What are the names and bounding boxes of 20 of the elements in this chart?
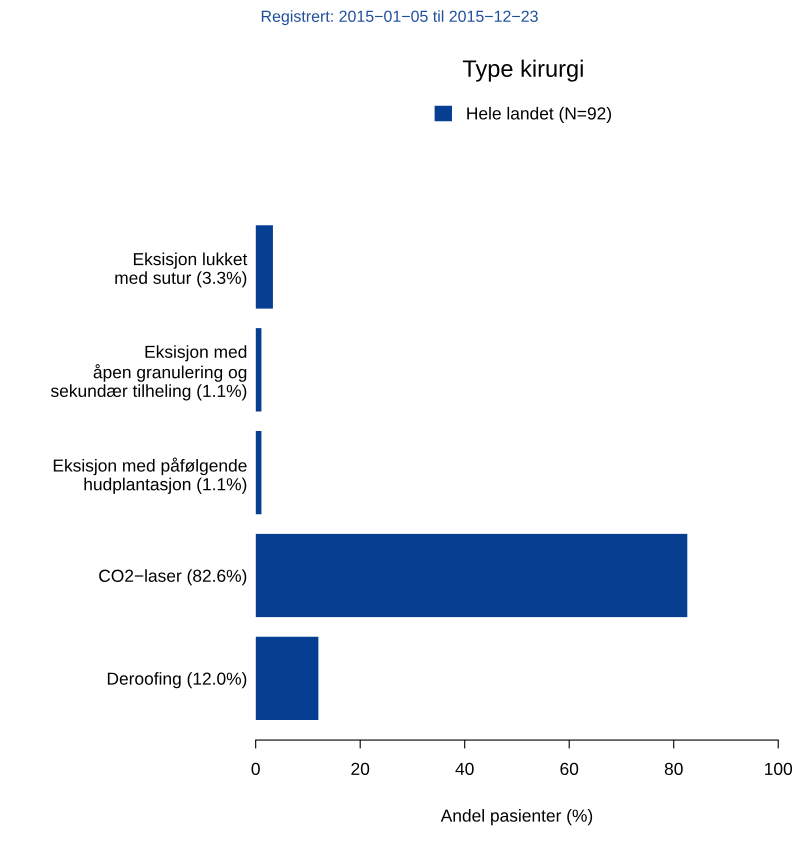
bar: [256, 225, 273, 309]
y-tick-label: Deroofing (12.0%): [108, 672, 246, 688]
y-tick-label: Eksisjon lukket med sutur (3.3%): [115, 252, 248, 288]
x-axis-title: Andel pasienter (%): [440, 809, 592, 826]
x-tick-label: 20: [351, 762, 370, 776]
chart-title: Type kirurgi: [462, 60, 583, 82]
bar: [256, 534, 688, 618]
chart-subtitle: Registrert: 2015−01−05 til 2015−12−23: [262, 10, 538, 26]
x-tick-label: 100: [765, 762, 792, 776]
y-tick-label: Eksisjon med påfølgende hudplantasjon (1.1%): [54, 458, 247, 494]
bar: [256, 636, 318, 720]
bar: [256, 430, 262, 514]
x-tick-label: 80: [664, 762, 683, 776]
y-tick-label: Eksisjon med åpen granulering og sekundær tilheling (1.1%): [50, 345, 246, 400]
bar: [256, 328, 262, 412]
x-tick-label: 0: [252, 762, 260, 776]
legend-label: Hele landet (N=92): [467, 106, 611, 124]
x-tick-label: 60: [560, 762, 578, 776]
x-tick-label: 40: [455, 762, 474, 776]
y-tick-label: CO2−laser (82.6%): [99, 569, 246, 586]
